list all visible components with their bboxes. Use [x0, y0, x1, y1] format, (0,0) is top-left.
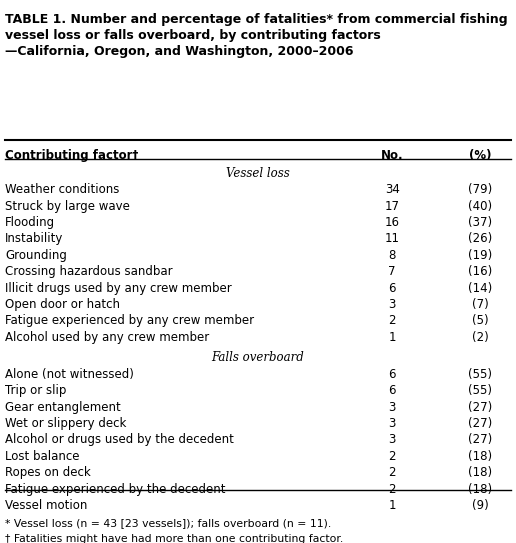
Text: * Vessel loss (n = 43 [23 vessels]); falls overboard (n = 11).: * Vessel loss (n = 43 [23 vessels]); fal…	[5, 518, 331, 528]
Text: (5): (5)	[472, 314, 488, 327]
Text: (37): (37)	[468, 216, 492, 229]
Text: (27): (27)	[468, 433, 492, 446]
Text: (14): (14)	[468, 282, 492, 294]
Text: Falls overboard: Falls overboard	[212, 351, 304, 364]
Text: No.: No.	[381, 149, 404, 162]
Text: Vessel motion: Vessel motion	[5, 499, 88, 512]
Text: Fatigue experienced by any crew member: Fatigue experienced by any crew member	[5, 314, 254, 327]
Text: 6: 6	[389, 282, 396, 294]
Text: (%): (%)	[469, 149, 491, 162]
Text: 8: 8	[389, 249, 396, 262]
Text: (7): (7)	[472, 298, 488, 311]
Text: Crossing hazardous sandbar: Crossing hazardous sandbar	[5, 265, 173, 278]
Text: TABLE 1. Number and percentage of fatalities* from commercial fishing vessel los: TABLE 1. Number and percentage of fatali…	[5, 13, 508, 58]
Text: 11: 11	[384, 232, 400, 245]
Text: Open door or hatch: Open door or hatch	[5, 298, 120, 311]
Text: Ropes on deck: Ropes on deck	[5, 466, 91, 479]
Text: Alcohol used by any crew member: Alcohol used by any crew member	[5, 331, 209, 344]
Text: Contributing factor†: Contributing factor†	[5, 149, 138, 162]
Text: Weather conditions: Weather conditions	[5, 183, 120, 196]
Text: Trip or slip: Trip or slip	[5, 384, 67, 397]
Text: 17: 17	[384, 199, 400, 212]
Text: (55): (55)	[468, 368, 492, 381]
Text: † Fatalities might have had more than one contributing factor.: † Fatalities might have had more than on…	[5, 534, 344, 543]
Text: (27): (27)	[468, 417, 492, 430]
Text: Struck by large wave: Struck by large wave	[5, 199, 130, 212]
Text: 6: 6	[389, 368, 396, 381]
Text: 3: 3	[389, 417, 396, 430]
Text: 2: 2	[389, 450, 396, 463]
Text: (55): (55)	[468, 384, 492, 397]
Text: (79): (79)	[468, 183, 492, 196]
Text: Fatigue experienced by the decedent: Fatigue experienced by the decedent	[5, 483, 225, 496]
Text: Instability: Instability	[5, 232, 63, 245]
Text: 2: 2	[389, 314, 396, 327]
Text: (9): (9)	[472, 499, 488, 512]
Text: Wet or slippery deck: Wet or slippery deck	[5, 417, 126, 430]
Text: 3: 3	[389, 298, 396, 311]
Text: Grounding: Grounding	[5, 249, 67, 262]
Text: (40): (40)	[468, 199, 492, 212]
Text: (18): (18)	[468, 466, 492, 479]
Text: Lost balance: Lost balance	[5, 450, 79, 463]
Text: 7: 7	[389, 265, 396, 278]
Text: 6: 6	[389, 384, 396, 397]
Text: 3: 3	[389, 433, 396, 446]
Text: Alcohol or drugs used by the decedent: Alcohol or drugs used by the decedent	[5, 433, 234, 446]
Text: (18): (18)	[468, 450, 492, 463]
Text: (16): (16)	[468, 265, 492, 278]
Text: 1: 1	[389, 499, 396, 512]
Text: Illicit drugs used by any crew member: Illicit drugs used by any crew member	[5, 282, 232, 294]
Text: 1: 1	[389, 331, 396, 344]
Text: (2): (2)	[472, 331, 488, 344]
Text: Flooding: Flooding	[5, 216, 55, 229]
Text: (26): (26)	[468, 232, 492, 245]
Text: (27): (27)	[468, 401, 492, 414]
Text: Vessel loss: Vessel loss	[226, 167, 290, 180]
Text: (18): (18)	[468, 483, 492, 496]
Text: 16: 16	[384, 216, 400, 229]
Text: 34: 34	[385, 183, 399, 196]
Text: Alone (not witnessed): Alone (not witnessed)	[5, 368, 134, 381]
Text: (19): (19)	[468, 249, 492, 262]
Text: 2: 2	[389, 483, 396, 496]
Text: 2: 2	[389, 466, 396, 479]
Text: Gear entanglement: Gear entanglement	[5, 401, 121, 414]
Text: 3: 3	[389, 401, 396, 414]
